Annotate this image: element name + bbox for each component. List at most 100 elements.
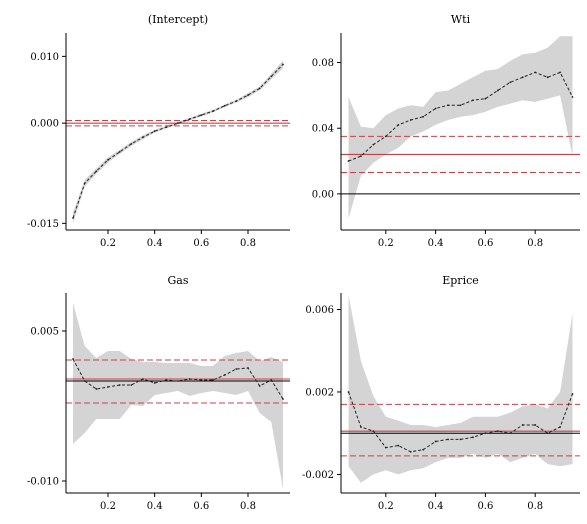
estimate-point [459,438,462,441]
x-tick-label: 0.8 [527,501,543,512]
estimate-point [571,96,574,98]
estimate-point [107,158,109,161]
estimate-point [422,115,425,118]
estimate-point [521,76,524,79]
estimate-point [571,393,574,395]
x-tick-label: 0.6 [477,238,493,249]
confidence-band [348,295,573,483]
estimate-point [72,358,74,360]
estimate-point [153,382,156,384]
estimate-point [434,440,437,443]
estimate-point [118,384,121,386]
estimate-point [282,398,284,400]
estimate-point [107,386,109,388]
estimate-point [223,104,226,107]
estimate-point [223,374,226,376]
estimate-point [422,448,425,451]
estimate-point [521,424,524,426]
estimate-point [434,107,437,110]
y-tick-label: 0.006 [305,305,334,316]
estimate-point [118,150,121,153]
estimate-point [153,130,156,133]
panel-2: Gas 0.2 0.4 0.6 0.8 -0.010 0.005 [27,274,290,512]
x-tick-label: 0.4 [147,238,163,249]
estimate-point [235,100,238,103]
estimate-point [397,124,400,126]
estimate-point [409,450,412,453]
confidence-band [73,60,283,224]
quantile-estimate-line [72,64,284,219]
x-tick-label: 0.8 [240,238,256,249]
estimate-point [142,136,144,139]
estimate-point [534,424,537,426]
estimate-point [177,380,179,382]
confidence-band [73,303,283,489]
estimate-point [372,430,375,433]
x-tick-label: 0.4 [147,501,163,512]
x-tick-label: 0.4 [428,501,444,512]
estimate-point [188,118,191,121]
y-tick-label: 0.00 [312,189,334,200]
estimate-point [270,379,273,381]
estimate-point [200,114,203,117]
x-tick-label: 0.6 [193,501,209,512]
estimate-point [534,71,537,74]
estimate-point [142,378,144,380]
estimate-point [409,119,412,121]
panel-title: Gas [168,274,189,287]
estimate-point [212,110,214,113]
x-tick-label: 0.2 [100,238,116,249]
estimate-point [177,122,179,125]
x-tick-label: 0.8 [527,238,543,249]
estimate-point [72,217,74,219]
estimate-point [384,446,387,449]
estimate-point [496,89,499,92]
estimate-point [247,94,249,97]
y-tick-label: 0.04 [312,124,334,135]
estimate-point [212,379,214,381]
x-tick-label: 0.2 [378,501,394,512]
estimate-point [447,104,449,107]
estimate-point [509,81,512,84]
estimate-point [83,182,86,185]
estimate-point [165,126,168,129]
estimate-point [130,384,133,386]
estimate-point [472,436,474,439]
estimate-point [397,444,400,447]
estimate-point [130,142,133,145]
estimate-point [546,432,549,435]
panel-title: Eprice [442,274,479,287]
estimate-point [235,368,238,370]
estimate-point [247,367,249,369]
y-tick-label: 0.005 [30,327,59,338]
y-tick-label: 0.000 [30,119,59,130]
panel-title: (Intercept) [148,13,208,26]
y-tick-label: 0.002 [305,387,334,398]
estimate-point [258,87,261,90]
x-tick-label: 0.8 [240,501,256,512]
estimate-point [200,379,203,381]
estimate-point [472,99,474,102]
y-tick-label: -0.015 [27,219,59,230]
y-tick-label: -0.010 [27,477,59,488]
confidence-band [348,36,573,219]
estimate-point [447,438,449,441]
estimate-point [270,75,273,78]
estimate-point [347,160,350,162]
y-tick-label: -0.002 [302,470,334,481]
estimate-point [95,388,98,390]
estimate-point [360,426,362,428]
x-tick-label: 0.2 [378,238,394,249]
panel-3: Eprice 0.2 0.4 0.6 0.8 -0.002 0.002 0.006 [302,274,580,512]
x-tick-label: 0.2 [100,501,116,512]
estimate-point [188,378,191,380]
estimate-point [258,385,261,387]
estimate-point [360,155,362,158]
x-tick-label: 0.6 [477,501,493,512]
estimate-point [282,63,284,66]
estimate-point [384,135,387,138]
estimate-point [459,104,462,107]
estimate-point [559,71,561,74]
estimate-point [484,97,487,100]
